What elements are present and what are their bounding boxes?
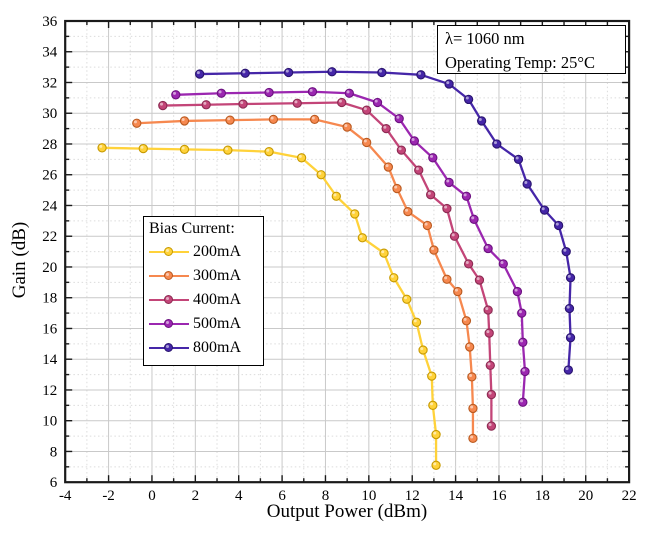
svg-text:22: 22 [42,229,57,245]
svg-text:28: 28 [42,137,57,153]
legend-item-200ma: 200mA [149,240,263,264]
svg-text:0: 0 [148,488,156,504]
svg-text:30: 30 [42,106,57,122]
y-axis-label: Gain (dB) [9,221,30,299]
svg-text:10: 10 [361,488,376,504]
legend-box: Bias Current: 200mA 300mA 400mA 500mA 80… [143,216,264,366]
svg-text:18: 18 [535,488,550,504]
svg-text:16: 16 [42,321,58,337]
svg-text:20: 20 [42,260,57,276]
legend-item-400ma: 400mA [149,288,263,312]
tick-labels: -4 -2 0 2 4 6 8 10 12 14 16 18 20 2268101214161820222… [42,14,636,504]
series-300mA [132,114,478,444]
legend-swatch-800ma [149,343,189,353]
svg-text:14: 14 [448,488,464,504]
legend-label-500ma: 500mA [193,315,241,332]
legend-title: Bias Current: [149,220,235,237]
svg-text:18: 18 [42,291,57,307]
legend-swatch-200ma [149,247,189,257]
series-800mA [195,67,576,375]
svg-text:2: 2 [192,488,200,504]
legend-swatch-400ma [149,295,189,305]
legend-label-400ma: 400mA [193,291,241,308]
legend-item-500ma: 500mA [149,312,263,336]
series-400mA [158,97,497,431]
legend-swatch-300ma [149,271,189,281]
svg-text:12: 12 [42,383,57,399]
svg-text:8: 8 [322,488,330,504]
annotation-box: λ= 1060 nm Operating Temp: 25°C [437,25,626,74]
svg-text:6: 6 [50,475,58,491]
svg-text:-2: -2 [102,488,115,504]
svg-text:10: 10 [42,414,57,430]
annotation-operating-temp: Operating Temp: 25°C [445,53,595,72]
plot-border [64,19,631,484]
series-500mA [171,87,530,407]
svg-text:8: 8 [50,444,58,460]
svg-text:20: 20 [578,488,593,504]
svg-text:24: 24 [42,198,58,214]
legend-swatch-500ma [149,319,189,329]
svg-text:6: 6 [278,488,286,504]
svg-text:32: 32 [42,75,57,91]
svg-text:4: 4 [235,488,243,504]
svg-text:12: 12 [405,488,420,504]
legend-item-300ma: 300mA [149,264,263,288]
svg-text:22: 22 [622,488,637,504]
series-200mA [97,143,441,470]
svg-text:36: 36 [42,14,58,30]
gridlines [65,21,630,483]
svg-text:26: 26 [42,168,58,184]
svg-text:34: 34 [42,45,58,61]
legend-label-300ma: 300mA [193,267,241,284]
svg-text:-4: -4 [59,488,72,504]
legend-item-800ma: 800mA [149,336,263,360]
legend-label-800ma: 800mA [193,339,241,356]
annotation-wavelength: λ= 1060 nm [445,29,525,48]
svg-text:14: 14 [42,352,58,368]
legend-label-200ma: 200mA [193,243,241,260]
x-axis-label: Output Power (dBm) [266,501,428,522]
svg-text:16: 16 [491,488,507,504]
